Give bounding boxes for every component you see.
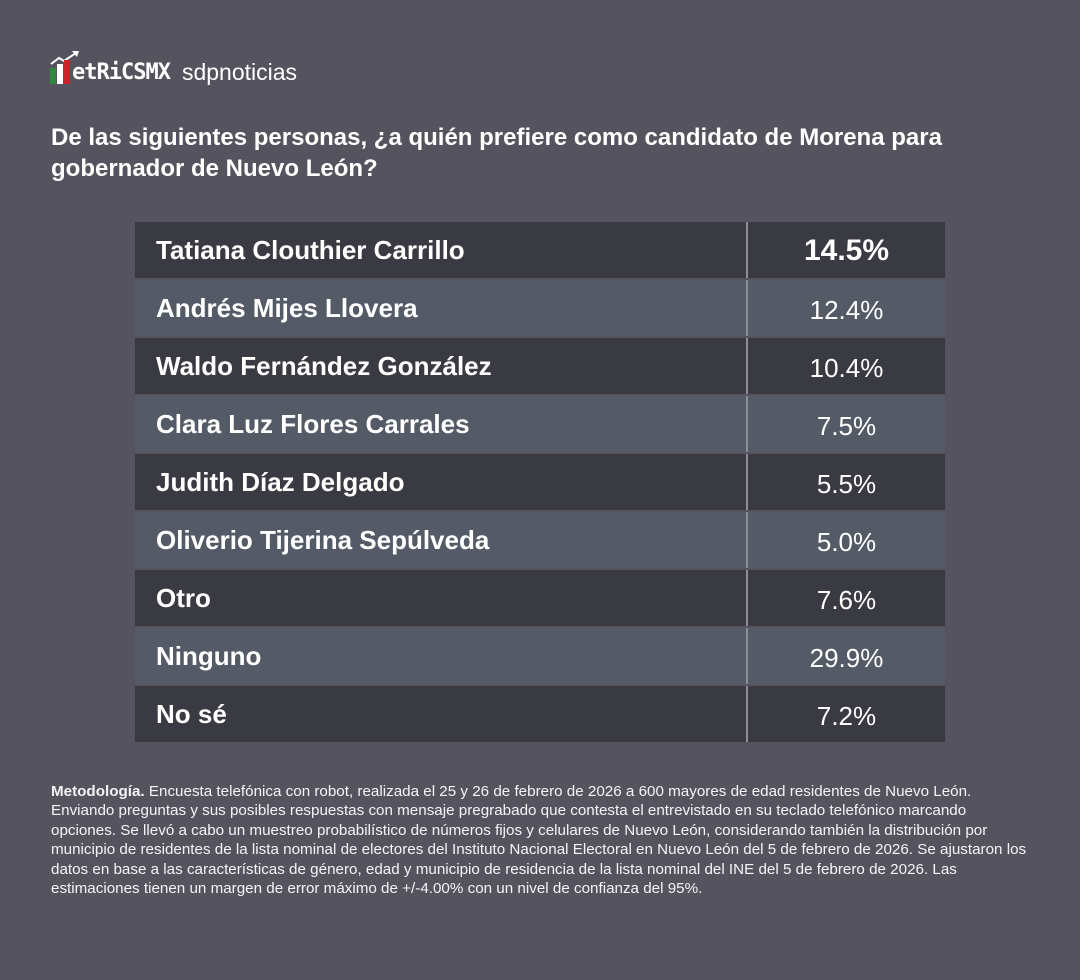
logo-text: etRiCSMX — [72, 60, 171, 85]
page-title: De las siguientes personas, ¿a quién pre… — [51, 124, 942, 182]
trend-arrow-icon — [50, 51, 79, 65]
row-value: 7.5% — [816, 411, 877, 441]
table-row: Oliverio Tijerina Sepúlveda 5.0% — [135, 512, 945, 568]
row-label: Ninguno — [135, 628, 748, 684]
table-row: Judith Díaz Delgado 5.5% — [135, 454, 945, 510]
table-row: Otro 7.6% — [135, 570, 945, 626]
methodology-label: Metodología. — [51, 783, 145, 800]
results-table: Tatiana Clouthier Carrillo 14.5% Andrés Mi… — [135, 222, 945, 744]
row-label: Judith Díaz Delgado — [135, 454, 748, 510]
row-label: Tatiana Clouthier Carrillo — [135, 222, 748, 278]
table-row: Waldo Fernández González 10.4% — [135, 338, 945, 394]
row-value: 12.4% — [809, 295, 884, 325]
row-value: 10.4% — [809, 353, 884, 383]
methodology-note: Metodología. Encuesta telefónica con rob… — [51, 782, 1031, 898]
row-value: 7.2% — [816, 701, 877, 731]
table-row: Andrés Mijes Llovera 12.4% — [135, 280, 945, 336]
table-row: Ninguno 29.9% — [135, 628, 945, 684]
table-row: No sé 7.2% — [135, 686, 945, 742]
table-row: Clara Luz Flores Carrales 7.5% — [135, 396, 945, 452]
row-label: Andrés Mijes Llovera — [135, 280, 748, 336]
row-value: 5.5% — [816, 469, 877, 499]
row-label: Waldo Fernández González — [135, 338, 748, 394]
logo-flag-chart-icon — [50, 50, 79, 84]
metricsmx-logo: etRiCSMX sdpnoticias — [50, 48, 297, 84]
methodology-text: Encuesta telefónica con robot, realizada… — [51, 783, 1027, 898]
table-row: Tatiana Clouthier Carrillo 14.5% — [135, 222, 945, 278]
row-label: No sé — [135, 686, 748, 742]
row-label: Clara Luz Flores Carrales — [135, 396, 748, 452]
row-value: 14.5% — [803, 234, 890, 267]
row-label: Oliverio Tijerina Sepúlveda — [135, 512, 748, 568]
row-value: 7.6% — [816, 585, 877, 615]
row-label: Otro — [135, 570, 748, 626]
row-value: 29.9% — [809, 643, 884, 673]
partner-logo: sdpnoticias — [181, 59, 298, 85]
row-value: 5.0% — [816, 527, 877, 557]
